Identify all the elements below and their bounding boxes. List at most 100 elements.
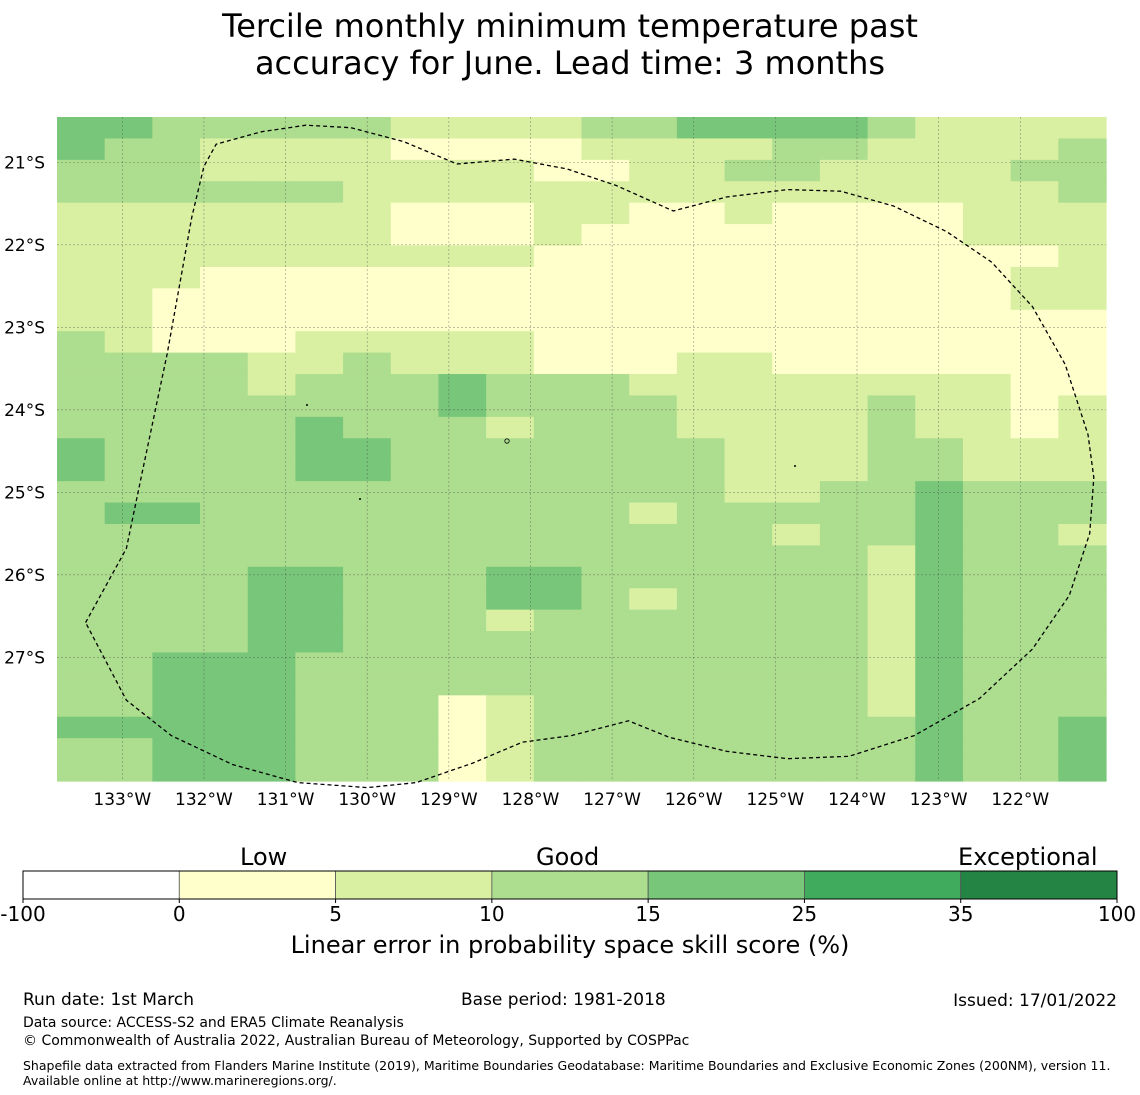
grid-cell	[247, 331, 297, 354]
grid-cell	[200, 117, 249, 140]
grid-cell	[295, 138, 344, 161]
grid-cell	[390, 352, 440, 375]
grid-cell	[676, 266, 726, 289]
grid-cell	[1010, 288, 1059, 311]
grid-cell	[962, 416, 1012, 439]
grid-cell	[724, 716, 773, 739]
grid-cell	[867, 652, 916, 675]
grid-cell	[772, 438, 821, 461]
grid-cell	[438, 631, 487, 654]
island-marker	[306, 404, 308, 406]
grid-cell	[772, 117, 821, 140]
grid-cell	[247, 395, 297, 418]
grid-cell	[676, 395, 726, 418]
colorbar-tick-label: 0	[173, 902, 186, 926]
grid-cell	[962, 331, 1012, 354]
grid-cell	[533, 566, 583, 589]
grid-cell	[390, 224, 440, 247]
grid-cell	[1010, 609, 1059, 632]
grid-cell	[962, 759, 1012, 782]
grid-cell	[152, 588, 201, 611]
grid-cell	[104, 438, 153, 461]
grid-cell	[152, 566, 201, 589]
grid-cell	[486, 331, 535, 354]
grid-cell	[962, 566, 1012, 589]
grid-cell	[915, 738, 964, 761]
grid-cell	[343, 117, 392, 140]
grid-cell	[676, 438, 726, 461]
grid-cell	[629, 288, 678, 311]
grid-cell	[533, 631, 583, 654]
grid-cell	[1010, 759, 1059, 782]
grid-cell	[57, 245, 106, 268]
grid-cell	[57, 523, 106, 546]
colorbar-bin	[804, 870, 962, 900]
grid-cell	[152, 159, 201, 182]
grid-cell	[200, 416, 249, 439]
grid-cell	[581, 545, 630, 568]
grid-cell	[533, 374, 583, 397]
grid-cell	[152, 331, 201, 354]
grid-cell	[200, 331, 249, 354]
grid-cell	[962, 652, 1012, 675]
grid-cell	[629, 695, 678, 718]
grid-cell	[962, 224, 1012, 247]
grid-cell	[152, 352, 201, 375]
longitude-label: 123°W	[910, 790, 968, 810]
grid-cell	[1010, 352, 1059, 375]
colorbar-tick-label: 15	[635, 902, 660, 926]
grid-cell	[724, 695, 773, 718]
grid-cell	[390, 138, 440, 161]
grid-cell	[676, 459, 726, 482]
grid-cell	[57, 588, 106, 611]
grid-cell	[962, 481, 1012, 504]
grid-cell	[629, 673, 678, 696]
grid-cell	[1058, 416, 1107, 439]
grid-cell	[1058, 181, 1107, 204]
grid-cell	[486, 159, 535, 182]
grid-cell	[629, 738, 678, 761]
grid-cell	[915, 588, 964, 611]
grid-cell	[57, 202, 106, 225]
grid-cell	[581, 652, 630, 675]
base-period: Base period: 1981-2018	[461, 990, 666, 1010]
grid-cell	[104, 673, 153, 696]
eez-boundary	[84, 124, 1095, 789]
grid-cell	[867, 395, 916, 418]
grid-cell	[819, 523, 869, 546]
grid-cell	[772, 609, 821, 632]
grid-cell	[1010, 695, 1059, 718]
grid-cell	[1010, 673, 1059, 696]
grid-cell	[867, 288, 916, 311]
grid-cell	[724, 588, 773, 611]
grid-cell	[819, 695, 869, 718]
grid-cell	[295, 545, 344, 568]
grid-cell	[247, 566, 297, 589]
grid-cell	[629, 502, 678, 525]
grid-cell	[486, 502, 535, 525]
grid-cell	[724, 309, 773, 332]
grid-cell	[629, 117, 678, 140]
grid-cell	[867, 695, 916, 718]
grid-cell	[104, 224, 153, 247]
grid-cell	[915, 224, 964, 247]
grid-cell	[486, 609, 535, 632]
grid-cell	[724, 438, 773, 461]
grid-cell	[438, 609, 487, 632]
grid-cell	[772, 245, 821, 268]
grid-cell	[915, 202, 964, 225]
grid-cell	[581, 759, 630, 782]
grid-cell	[1058, 545, 1107, 568]
grid-cell	[200, 374, 249, 397]
grid-cell	[390, 502, 440, 525]
grid-cell	[390, 695, 440, 718]
grid-cell	[629, 545, 678, 568]
grid-cell	[533, 245, 583, 268]
grid-cell	[104, 459, 153, 482]
grid-cell	[1010, 331, 1059, 354]
grid-cell	[1010, 245, 1059, 268]
grid-cell	[867, 266, 916, 289]
grid-cell	[533, 309, 583, 332]
grid-cell	[867, 202, 916, 225]
longitude-label: 127°W	[583, 790, 641, 810]
